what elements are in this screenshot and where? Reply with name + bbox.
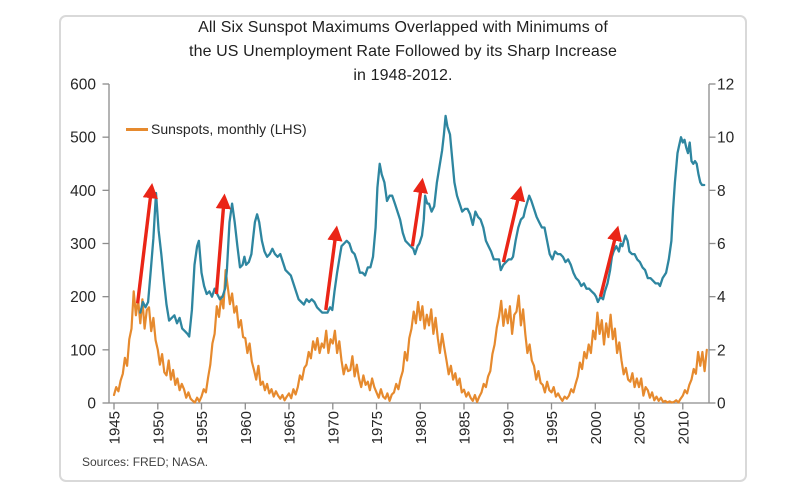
y-right-tick-label: 0 [717, 396, 726, 413]
y-left-tick-label: 500 [70, 130, 96, 147]
increase-arrow [501, 185, 526, 263]
y-right-tick-label: 2 [717, 342, 726, 359]
y-left-tick-label: 300 [70, 236, 96, 253]
x-tick-label: 2010 [675, 411, 692, 444]
y-left-tick-label: 400 [70, 183, 96, 200]
increase-arrow [410, 177, 428, 247]
sunspots-legend-label: Sunspots, monthly (LHS) [151, 121, 307, 137]
x-tick-label: 1990 [500, 411, 517, 444]
chart-title-line-1: All Six Sunspot Maximums Overlapped with… [198, 19, 608, 36]
chart-title-line-3: in 1948-2012. [353, 67, 453, 84]
y-right-tick-label: 12 [717, 77, 734, 94]
x-tick-label: 1985 [457, 411, 474, 444]
legend: Sunspots, monthly (LHS) [126, 120, 307, 138]
x-tick-label: 1975 [369, 411, 386, 444]
y-right-tick-label: 8 [717, 183, 726, 200]
x-tick-label: 1965 [282, 411, 299, 444]
chart-title-line-2: the US Unemployment Rate Followed by its… [189, 43, 617, 60]
chart-title: All Six Sunspot Maximums Overlapped with… [59, 16, 747, 88]
x-tick-label: 2000 [588, 411, 605, 444]
x-tick-label: 2005 [632, 411, 649, 444]
x-tick-label: 1955 [194, 411, 211, 444]
x-tick-label: 1995 [544, 411, 561, 444]
x-tick-label: 1980 [413, 411, 430, 444]
sunspots-series-line [112, 269, 708, 404]
unemployment-series-line [139, 114, 706, 338]
x-tick-label: 1970 [325, 411, 342, 444]
y-left-tick-label: 600 [70, 77, 96, 94]
sunspots-legend-marker [126, 127, 148, 131]
y-right-tick-label: 4 [717, 289, 726, 306]
y-left-tick-label: 200 [70, 289, 96, 306]
increase-arrow [598, 225, 622, 298]
y-right-tick-label: 6 [717, 236, 726, 253]
x-tick-label: 1945 [107, 411, 124, 444]
x-tick-label: 1950 [150, 411, 167, 444]
chart-frame [59, 15, 747, 482]
increase-arrow [135, 182, 158, 304]
increase-arrow [214, 193, 231, 295]
source-note: Sources: FRED; NASA. [82, 455, 209, 469]
y-left-tick-label: 0 [87, 396, 96, 413]
y-left-tick-label: 100 [70, 342, 96, 359]
increase-arrow [324, 225, 343, 311]
x-tick-label: 1960 [238, 411, 255, 444]
y-right-tick-label: 10 [717, 130, 735, 147]
